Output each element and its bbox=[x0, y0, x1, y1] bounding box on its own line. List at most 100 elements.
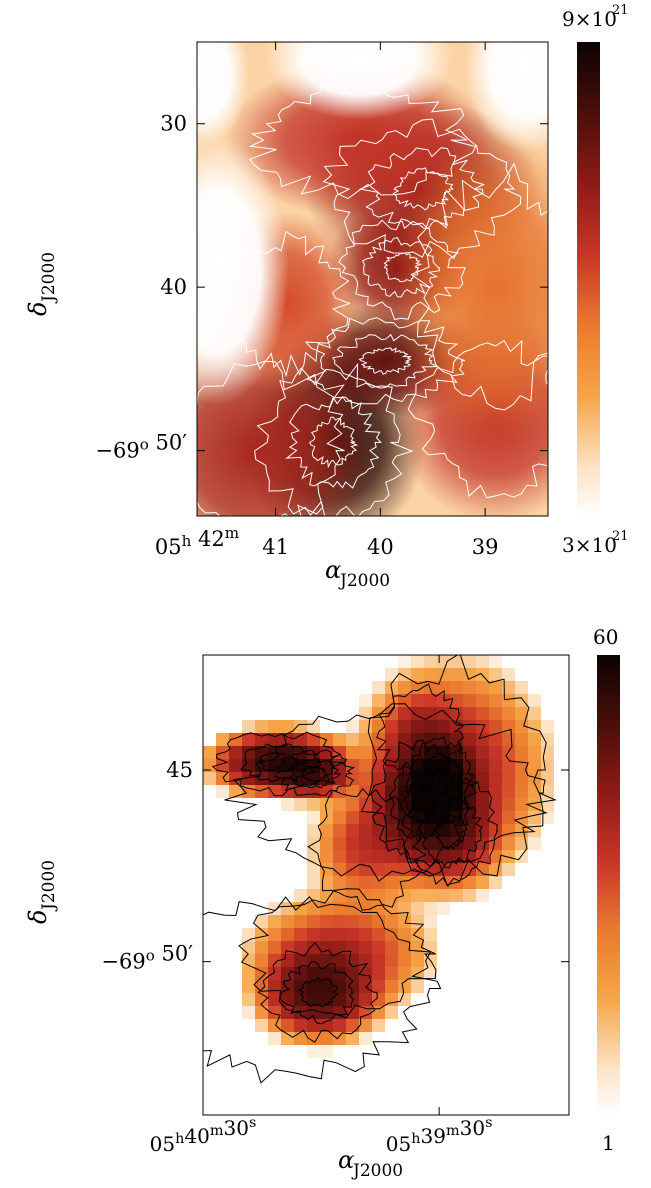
pixel bbox=[541, 720, 554, 733]
pixel bbox=[359, 837, 372, 850]
pixel bbox=[437, 902, 450, 915]
contour bbox=[370, 739, 470, 867]
pixel bbox=[502, 837, 515, 850]
pixel bbox=[398, 746, 411, 759]
pixel bbox=[411, 980, 424, 993]
pixel bbox=[359, 798, 372, 811]
pixel bbox=[502, 824, 515, 837]
contour bbox=[322, 118, 522, 260]
pixel bbox=[346, 876, 359, 889]
pixel bbox=[385, 1006, 398, 1019]
pixel bbox=[294, 772, 307, 785]
svg-text:δ: δ bbox=[24, 910, 52, 924]
pixel bbox=[320, 837, 333, 850]
pixel bbox=[255, 967, 268, 980]
pixel bbox=[411, 798, 424, 811]
pixel bbox=[307, 941, 320, 954]
pixel bbox=[450, 655, 463, 668]
plot-frame bbox=[196, 41, 549, 517]
svg-text:J2000: J2000 bbox=[39, 252, 59, 304]
pixel bbox=[476, 772, 489, 785]
pixel bbox=[281, 902, 294, 915]
pixel bbox=[424, 915, 437, 928]
pixel bbox=[385, 720, 398, 733]
contour bbox=[221, 230, 350, 378]
pixel bbox=[398, 967, 411, 980]
pixel bbox=[450, 681, 463, 694]
pixel bbox=[515, 746, 528, 759]
tick-label: −69o 50′ bbox=[95, 431, 187, 463]
pixel bbox=[255, 733, 268, 746]
pixel bbox=[463, 707, 476, 720]
pixel bbox=[229, 759, 242, 772]
pixel bbox=[372, 785, 385, 798]
pixel bbox=[307, 720, 320, 733]
pixel bbox=[385, 863, 398, 876]
pixel bbox=[476, 863, 489, 876]
pixel bbox=[502, 707, 515, 720]
pixel bbox=[424, 928, 437, 941]
pixel bbox=[502, 694, 515, 707]
pixel bbox=[424, 967, 437, 980]
pixel bbox=[437, 668, 450, 681]
pixel bbox=[450, 733, 463, 746]
contour bbox=[407, 339, 548, 499]
colorbar-min-label: 1 bbox=[602, 1131, 615, 1155]
pixel bbox=[333, 876, 346, 889]
pixel bbox=[424, 902, 437, 915]
low-density-region bbox=[197, 136, 289, 406]
pixel bbox=[502, 759, 515, 772]
pixel bbox=[268, 993, 281, 1006]
pixel bbox=[333, 824, 346, 837]
contour bbox=[248, 80, 477, 200]
pixel bbox=[307, 772, 320, 785]
pixel bbox=[255, 941, 268, 954]
pixel bbox=[333, 772, 346, 785]
tick-label: 30 bbox=[160, 112, 187, 136]
pixel bbox=[307, 1045, 320, 1058]
pixel bbox=[502, 798, 515, 811]
pixel bbox=[398, 928, 411, 941]
pixel bbox=[320, 889, 333, 902]
pixel bbox=[372, 993, 385, 1006]
pixel bbox=[333, 993, 346, 1006]
pixel bbox=[398, 681, 411, 694]
contour bbox=[338, 218, 466, 320]
pixel bbox=[385, 915, 398, 928]
contour bbox=[301, 765, 328, 782]
pixel bbox=[346, 837, 359, 850]
pixel bbox=[242, 733, 255, 746]
pixel bbox=[476, 707, 489, 720]
pixel bbox=[424, 694, 437, 707]
pixel bbox=[411, 902, 424, 915]
svg-text:J2000: J2000 bbox=[351, 1161, 403, 1181]
pixel bbox=[424, 720, 437, 733]
pixel bbox=[372, 954, 385, 967]
y-axis-label: δ J2000 bbox=[24, 252, 59, 316]
pixel bbox=[203, 772, 216, 785]
pixel bbox=[437, 733, 450, 746]
pixel bbox=[359, 915, 372, 928]
pixel bbox=[437, 746, 450, 759]
pixel bbox=[294, 1019, 307, 1032]
pixel bbox=[255, 915, 268, 928]
pixel bbox=[463, 876, 476, 889]
tick-label: 39 bbox=[472, 535, 499, 559]
pixel bbox=[372, 915, 385, 928]
pixel bbox=[255, 772, 268, 785]
pixel bbox=[268, 980, 281, 993]
pixel bbox=[294, 915, 307, 928]
pixel bbox=[476, 850, 489, 863]
pixel bbox=[411, 733, 424, 746]
pixel bbox=[294, 941, 307, 954]
pixel bbox=[385, 876, 398, 889]
pixel bbox=[268, 746, 281, 759]
contour bbox=[298, 976, 340, 1008]
pixel bbox=[268, 928, 281, 941]
pixel bbox=[294, 928, 307, 941]
pixel bbox=[489, 824, 502, 837]
pixel bbox=[216, 785, 229, 798]
column-density-panel: 05h 42m 41 40 39 30 40 −69o 50′ α J2000 δ J20… bbox=[24, 3, 629, 591]
pixel bbox=[515, 681, 528, 694]
pixel bbox=[359, 1019, 372, 1032]
